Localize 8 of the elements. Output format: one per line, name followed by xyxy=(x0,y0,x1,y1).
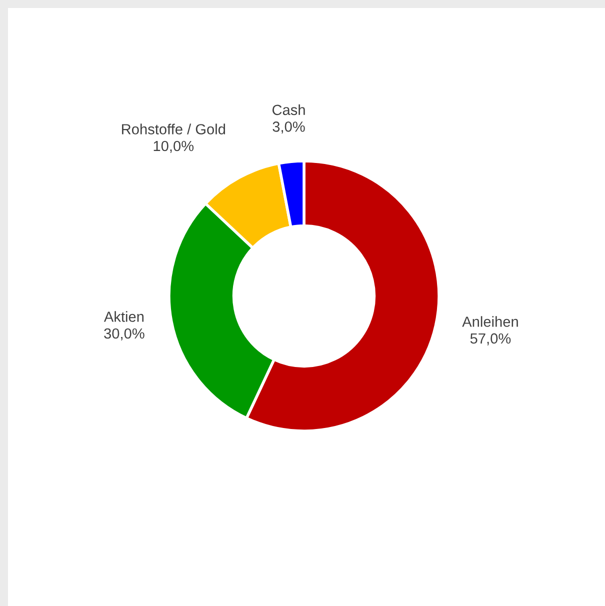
slice-label: Aktien xyxy=(104,311,144,322)
slice-label: Rohstoffe / Gold xyxy=(122,124,226,134)
slice-label: Anleihen xyxy=(462,316,518,327)
slice-label: Cash xyxy=(272,104,305,116)
data-label: 10,0% xyxy=(154,140,194,153)
data-label: 30,0% xyxy=(104,328,144,340)
data-label: 3,0% xyxy=(272,122,305,134)
data-label: 57,0% xyxy=(470,333,511,346)
